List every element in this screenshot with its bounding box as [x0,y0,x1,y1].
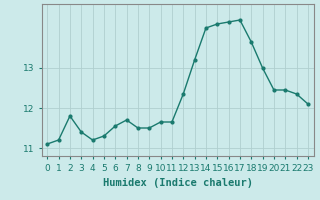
X-axis label: Humidex (Indice chaleur): Humidex (Indice chaleur) [103,178,252,188]
